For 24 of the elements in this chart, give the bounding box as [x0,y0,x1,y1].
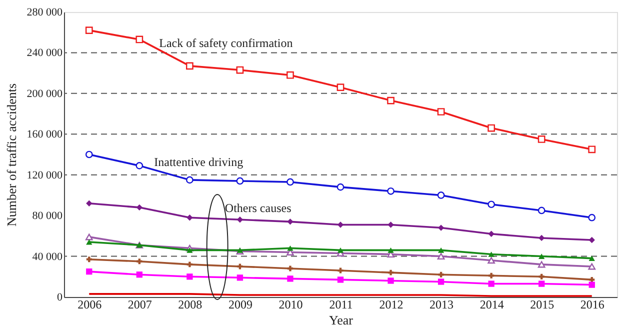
y-tick-label: 80 000 [32,210,63,222]
y-tick-label: 240 000 [26,47,63,60]
x-tick-label: 2006 [78,298,102,312]
y-tick-label: 120 000 [26,169,63,182]
x-tick-label: 2015 [530,298,554,312]
y-tick-label: 280 000 [26,6,63,18]
annotation: Inattentive driving [154,154,244,169]
x-tick-label: 2009 [228,298,252,312]
x-axis-title: Year [329,312,354,328]
x-tick-label: 2013 [430,298,454,312]
x-tick-label: 2010 [278,298,303,312]
y-tick-label: 160 000 [26,128,63,141]
x-tick-label: 2008 [178,298,202,312]
y-axis-title: Number of traffic accidents [4,83,19,227]
annotation: Others causes [224,201,292,216]
y-tick-label: 0 [57,292,63,304]
x-tick-label: 2014 [480,298,504,312]
x-tick-label: 2016 [580,298,604,312]
y-tick-label: 40 000 [32,250,63,263]
x-tick-label: 2007 [128,298,152,312]
y-tick-label: 200 000 [26,88,63,100]
annotation: Lack of safety confirmation [159,36,293,50]
x-tick-label: 2012 [379,298,404,312]
x-tick-label: 2011 [329,298,353,312]
